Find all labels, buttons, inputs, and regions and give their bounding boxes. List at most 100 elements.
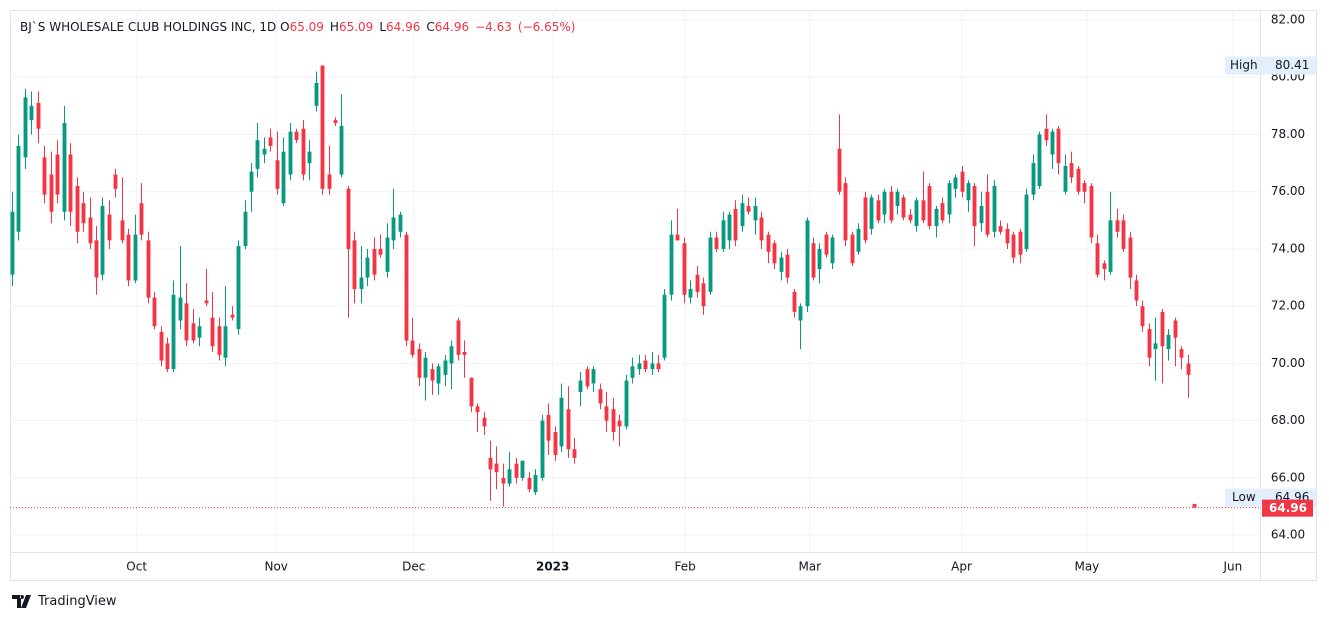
candle-body	[611, 409, 616, 433]
ohlc-letter: L	[379, 20, 386, 34]
candle-body	[785, 254, 790, 278]
candle-body	[482, 417, 487, 427]
candle-body	[333, 120, 338, 124]
ohlc-value: 64.96	[434, 20, 470, 34]
x-tick-label: Dec	[402, 560, 425, 574]
candle-body	[339, 125, 344, 175]
candle-body	[908, 214, 913, 221]
candle-body	[972, 185, 977, 227]
high-label: High	[1230, 58, 1258, 72]
candle-body	[327, 174, 332, 189]
candle-body	[889, 191, 894, 221]
candle-body	[979, 206, 984, 224]
candle-body	[992, 185, 997, 232]
candle-body	[281, 151, 286, 204]
candle-body	[533, 475, 538, 493]
candle-body	[1056, 128, 1061, 164]
candle-body	[688, 289, 693, 298]
candle-body	[255, 140, 260, 169]
candle-body	[391, 217, 396, 241]
candle-body	[423, 357, 428, 378]
candle-body	[469, 377, 474, 407]
candle-body	[714, 237, 719, 249]
candle-body	[320, 65, 325, 189]
candle-body	[120, 220, 125, 241]
candle-body	[507, 469, 512, 484]
candle-body	[630, 366, 635, 378]
candle-body	[204, 300, 209, 304]
candle-body	[721, 220, 726, 249]
x-tick-label: May	[1074, 560, 1099, 574]
candle-body	[126, 234, 131, 281]
candle-body	[695, 274, 700, 292]
candle-body	[359, 277, 364, 290]
candle-body	[314, 82, 319, 106]
candle-body	[940, 203, 945, 221]
candle-body	[1011, 234, 1016, 258]
candle-body	[966, 183, 971, 201]
candle-body	[540, 420, 545, 478]
candle-body	[656, 363, 661, 370]
candle-body	[1089, 185, 1094, 238]
candle-body	[546, 414, 551, 441]
candle-body	[514, 463, 519, 478]
candle-body	[998, 226, 1003, 232]
candle-body	[385, 237, 390, 272]
candle-body	[1153, 343, 1158, 350]
candle-body	[817, 248, 822, 269]
candle-body	[307, 151, 312, 164]
y-tick-label: 64.00	[1271, 528, 1305, 542]
candle-body	[1031, 163, 1036, 195]
ohlc-letter: H	[329, 20, 339, 34]
candle-body	[494, 463, 499, 473]
candle-body	[772, 243, 777, 264]
candle-body	[591, 369, 596, 384]
candle-body	[921, 200, 926, 221]
candle-body	[146, 240, 151, 298]
candle-body	[572, 449, 577, 458]
candle-body	[152, 297, 157, 327]
candle-body	[578, 380, 583, 393]
candle-body	[430, 369, 435, 381]
candle-body	[682, 243, 687, 295]
y-tick-label: 66.00	[1271, 470, 1305, 484]
candle-body	[805, 220, 810, 307]
candle-body	[746, 206, 751, 212]
candle-body	[294, 131, 299, 141]
candle-body	[1186, 363, 1191, 375]
candle-body	[1121, 220, 1126, 249]
candle-body	[1050, 131, 1055, 155]
candle-body	[249, 171, 254, 192]
candle-body	[243, 211, 248, 247]
x-tick-label: 2023	[536, 560, 569, 574]
candle-body	[953, 177, 958, 189]
candle-body	[662, 294, 667, 358]
candle-body	[139, 203, 144, 235]
candle-body	[1024, 194, 1029, 249]
candle-body	[598, 389, 603, 404]
brand: TradingView	[12, 594, 117, 609]
candle-body	[288, 131, 293, 175]
y-tick-label: 70.00	[1271, 356, 1305, 370]
candle-body	[650, 363, 655, 370]
candle-body	[475, 406, 480, 413]
candle-body	[159, 331, 164, 361]
candle-body	[113, 174, 118, 189]
candle-body	[1018, 231, 1023, 255]
candle-body	[553, 432, 558, 455]
candle-body	[36, 103, 41, 129]
candle-body	[740, 203, 745, 227]
candle-body	[210, 317, 215, 347]
candle-body	[165, 343, 170, 370]
candle-body	[856, 228, 861, 252]
candle-body	[178, 297, 183, 321]
candle-body	[882, 191, 887, 215]
candle-body	[436, 366, 441, 384]
candle-body	[223, 326, 228, 358]
candle-body	[68, 154, 73, 212]
candle-body	[637, 363, 642, 370]
candle-body	[1173, 320, 1178, 338]
candle-body	[443, 360, 448, 375]
candle-body	[62, 123, 67, 212]
candle-body	[23, 97, 28, 158]
